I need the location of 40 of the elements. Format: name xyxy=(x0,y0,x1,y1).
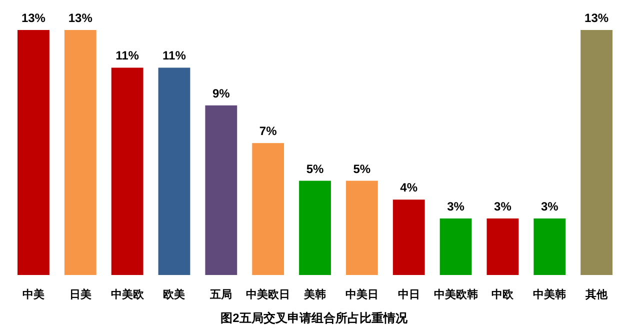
data-label: 3% xyxy=(447,199,465,214)
bar xyxy=(205,105,238,275)
data-label: 5% xyxy=(353,162,371,176)
data-label: 3% xyxy=(540,199,559,214)
x-tick-label: 中美欧 xyxy=(110,288,145,301)
data-label: 13% xyxy=(68,11,93,25)
x-tick-label: 中日 xyxy=(398,288,420,301)
data-label: 4% xyxy=(400,180,418,195)
bar xyxy=(111,68,144,275)
data-label: 3% xyxy=(494,199,512,214)
x-tick-label: 中美欧韩 xyxy=(434,288,478,301)
bar xyxy=(534,218,566,275)
x-tick-label: 美韩 xyxy=(303,288,326,301)
bar xyxy=(64,30,96,275)
bar xyxy=(299,180,331,275)
bar xyxy=(580,30,612,275)
data-label: 7% xyxy=(259,124,278,138)
bar xyxy=(346,180,378,275)
bar xyxy=(18,30,50,275)
x-tick-label: 五局 xyxy=(209,289,232,301)
data-label: 5% xyxy=(306,162,324,176)
x-tick-label: 中美韩 xyxy=(533,288,566,301)
data-label: 11% xyxy=(116,48,140,63)
x-tick-label: 中美日 xyxy=(345,288,378,301)
x-tick-label: 中美欧日 xyxy=(246,288,290,301)
x-tick-label: 中欧 xyxy=(492,288,515,301)
x-tick-label: 中美 xyxy=(22,288,44,301)
data-label: 13% xyxy=(21,11,46,25)
x-tick-label: 其他 xyxy=(584,288,609,301)
x-tick-label: 欧美 xyxy=(163,288,186,301)
data-label: 11% xyxy=(162,48,186,63)
bar xyxy=(158,68,190,275)
bar xyxy=(486,218,519,275)
data-label: 9% xyxy=(212,86,230,100)
bar xyxy=(392,200,425,275)
data-label: 13% xyxy=(584,11,609,25)
bar xyxy=(440,218,472,275)
text: 图2五局交叉申请组合所占比重情况 xyxy=(220,311,408,325)
bar xyxy=(252,143,284,275)
x-tick-label: 日美 xyxy=(69,288,92,301)
